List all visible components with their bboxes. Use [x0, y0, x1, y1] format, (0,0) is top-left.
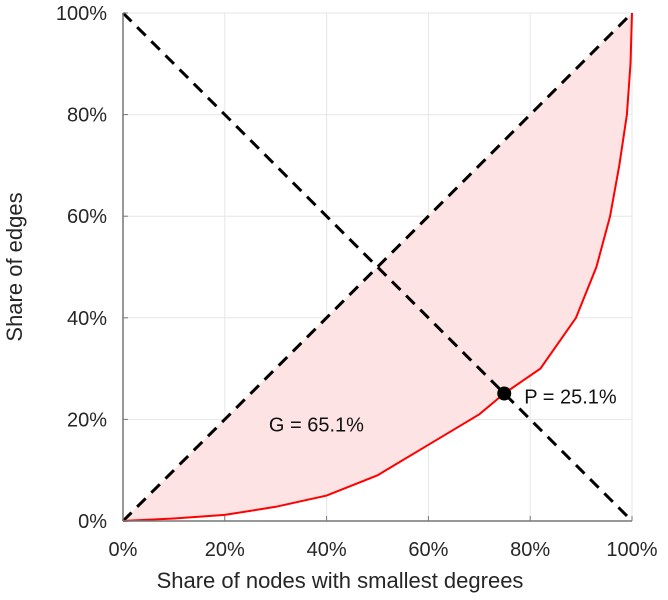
x-tick-labels: 0% 20% 40% 60% 80% 100%	[109, 539, 658, 561]
x-tick-label: 80%	[510, 539, 550, 561]
y-axis-title: Share of edges	[2, 192, 27, 341]
y-tick-label: 80%	[67, 105, 107, 127]
pareto-label: P = 25.1%	[524, 386, 617, 408]
y-tick-labels: 0% 20% 40% 60% 80% 100%	[56, 3, 107, 533]
y-tick-label: 100%	[56, 3, 107, 25]
gini-area-fill	[123, 13, 632, 521]
x-tick-label: 40%	[307, 539, 347, 561]
axes	[122, 12, 633, 522]
x-tick-label: 100%	[606, 539, 657, 561]
pareto-point	[497, 386, 512, 401]
x-axis-title: Share of nodes with smallest degrees	[157, 568, 524, 593]
x-tick-label: 60%	[408, 539, 448, 561]
x-tick-label: 20%	[205, 539, 245, 561]
y-tick-label: 60%	[67, 206, 107, 228]
y-tick-label: 0%	[78, 511, 107, 533]
x-tick-label: 0%	[109, 539, 138, 561]
gini-label: G = 65.1%	[269, 414, 364, 436]
y-tick-label: 40%	[67, 308, 107, 330]
y-tick-label: 20%	[67, 409, 107, 431]
